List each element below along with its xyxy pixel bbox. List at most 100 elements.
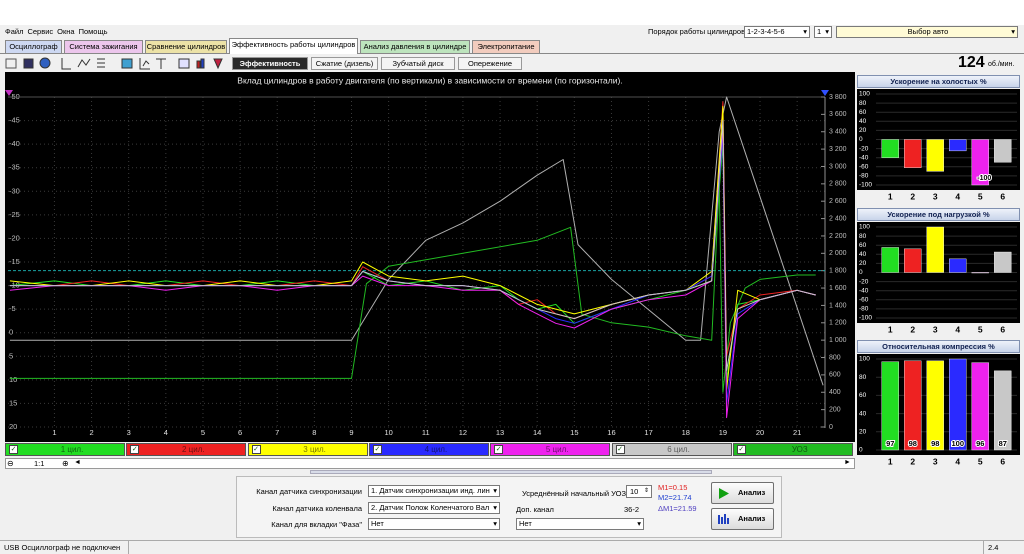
series-line bbox=[9, 96, 824, 386]
x-tick-label: 6 bbox=[1000, 324, 1005, 334]
scroll-left[interactable]: ◄ bbox=[74, 459, 81, 466]
data-label: 96 bbox=[976, 439, 984, 448]
legend-checkbox[interactable]: ✓ bbox=[130, 445, 140, 454]
y-tick-label: 60 bbox=[859, 109, 867, 116]
bar bbox=[994, 251, 1012, 273]
legend-button[interactable]: ✓ 4 цил. bbox=[368, 443, 489, 456]
y2-tick-label: 2 600 bbox=[829, 198, 847, 205]
legend-checkbox[interactable]: ✓ bbox=[494, 445, 504, 454]
x-tick-label: 5 bbox=[978, 456, 983, 466]
legend-label: УОЗ bbox=[791, 445, 808, 454]
legend-button[interactable]: ✓ 6 цил. bbox=[611, 443, 732, 456]
car-select[interactable]: Выбор авто bbox=[836, 26, 1018, 38]
main-chart: Вклад цилиндров в работу двигателя (по в… bbox=[5, 72, 855, 442]
bar bbox=[881, 361, 899, 451]
y-tick-label: 10 bbox=[9, 375, 17, 384]
panel-title: Относительная компрессия % bbox=[857, 340, 1020, 353]
legend-checkbox[interactable]: ✓ bbox=[615, 445, 625, 454]
extra-select[interactable]: Нет bbox=[516, 518, 644, 530]
tab[interactable]: Сравнение цилиндров bbox=[145, 40, 227, 53]
y-tick-label: 80 bbox=[859, 374, 867, 381]
y2-tick-label: 200 bbox=[829, 406, 841, 413]
legend-button[interactable]: ✓ 1 цил. bbox=[5, 443, 125, 456]
legend-checkbox[interactable]: ✓ bbox=[736, 445, 746, 454]
subtab[interactable]: Эффективность bbox=[232, 57, 308, 70]
legend-label: 5 цил. bbox=[545, 445, 569, 454]
y2-tick-label: 3 400 bbox=[829, 129, 847, 136]
cylinder-select[interactable]: 1 bbox=[814, 26, 832, 38]
y-tick-label: -40 bbox=[9, 139, 20, 148]
x-tick-label: 12 bbox=[459, 428, 467, 437]
crank-select[interactable]: 2. Датчик Полож Коленчатого Вал bbox=[368, 502, 500, 514]
y-tick-label: -80 bbox=[859, 173, 869, 180]
y2-tick-label: 2 800 bbox=[829, 181, 847, 188]
y-tick-label: 0 bbox=[859, 136, 863, 143]
zoom-in[interactable]: ⊕ bbox=[62, 459, 69, 468]
scroll-right[interactable]: ► bbox=[844, 459, 851, 466]
x-tick-label: 3 bbox=[933, 324, 938, 334]
subtab[interactable]: Опережение bbox=[458, 57, 522, 70]
legend-button[interactable]: ✓ 3 цил. bbox=[247, 443, 368, 456]
y2-tick-label: 1 800 bbox=[829, 268, 847, 275]
y2-tick-label: 2 000 bbox=[829, 250, 847, 257]
legend-button[interactable]: ✓ 2 цил. bbox=[126, 443, 247, 456]
x-tick-label: 13 bbox=[496, 428, 504, 437]
phase-label: Канал для вкладки "Фаза" bbox=[271, 520, 362, 529]
legend-button[interactable]: ✓ 5 цил. bbox=[490, 443, 611, 456]
m1: M1=0.15 bbox=[658, 483, 688, 492]
y-tick-label: -35 bbox=[9, 163, 20, 172]
y-tick-label: 20 bbox=[859, 127, 867, 134]
splitter[interactable] bbox=[310, 470, 712, 474]
x-tick-label: 3 bbox=[933, 456, 938, 466]
status-bar: USB Осциллограф не подключен 2.4 bbox=[0, 540, 1024, 554]
bar bbox=[994, 139, 1012, 163]
bar-chart-svg: 100 80 60 40 20 0 -20 -40 -60 -80 -100 1 2 3 4 5 6 bbox=[857, 222, 1020, 334]
firing-order-select[interactable]: 1-2-3-4-5-6 bbox=[744, 26, 810, 38]
sync-select[interactable]: 1. Датчик синхронизации инд. лин bbox=[368, 485, 500, 497]
rpm-value: 124 bbox=[958, 54, 985, 71]
y-tick-label: -100 bbox=[859, 182, 872, 189]
uoz-spinner[interactable]: 10 ⇕ bbox=[626, 485, 652, 498]
legend-checkbox[interactable]: ✓ bbox=[251, 445, 261, 454]
menu-item[interactable]: Окна bbox=[57, 27, 75, 36]
y-tick-label: 0 bbox=[859, 447, 863, 454]
version: 2.4 bbox=[988, 543, 999, 552]
y-tick-label: 40 bbox=[859, 410, 867, 417]
legend-button[interactable]: ✓ УОЗ bbox=[732, 443, 853, 456]
legend-checkbox[interactable]: ✓ bbox=[372, 445, 382, 454]
y-tick-label: -20 bbox=[859, 145, 869, 152]
y2-tick-label: 400 bbox=[829, 389, 841, 396]
y-tick-label: 100 bbox=[859, 356, 870, 363]
legend-checkbox[interactable]: ✓ bbox=[9, 445, 18, 454]
rpm-unit: об./мин. bbox=[988, 61, 1015, 68]
phase-select[interactable]: Нет bbox=[368, 518, 500, 530]
menu-item[interactable]: Сервис bbox=[27, 27, 54, 36]
y-tick-label: 100 bbox=[859, 91, 870, 98]
x-tick-label: 1 bbox=[52, 428, 56, 437]
extra-info: 36-2 bbox=[624, 505, 640, 514]
y-tick-label: -30 bbox=[9, 186, 20, 195]
tab[interactable]: Электропитание bbox=[472, 40, 540, 53]
menu-item[interactable]: Файл bbox=[5, 27, 24, 36]
subtab[interactable]: Сжатие (дизель) bbox=[311, 57, 378, 70]
x-tick-label: 14 bbox=[533, 428, 541, 437]
x-tick-label: 21 bbox=[793, 428, 801, 437]
analyze-button[interactable]: Анализ bbox=[711, 482, 774, 504]
y-tick-label: 40 bbox=[859, 251, 867, 258]
zoom-out[interactable]: ⊖ bbox=[7, 459, 14, 468]
analyze-button-2[interactable]: Анализ bbox=[711, 508, 774, 530]
x-tick-label: 9 bbox=[349, 428, 353, 437]
subtab[interactable]: Зубчатый диск bbox=[381, 57, 455, 70]
legend-label: 1 цил. bbox=[60, 445, 84, 454]
x-tick-label: 2 bbox=[910, 456, 915, 466]
x-tick-label: 5 bbox=[978, 324, 983, 334]
analyze-icon bbox=[718, 514, 729, 524]
menu-item[interactable]: Помощь bbox=[78, 27, 108, 36]
tab[interactable]: Эффективность работы цилиндров bbox=[229, 38, 358, 54]
tab[interactable]: Осциллограф bbox=[5, 40, 62, 53]
spin-arrows[interactable]: ⇕ bbox=[643, 488, 649, 494]
tab[interactable]: Анализ давления в цилиндре bbox=[360, 40, 470, 53]
tab[interactable]: Система зажигания bbox=[64, 40, 143, 53]
uoz-value: 10 bbox=[630, 487, 639, 496]
series-line bbox=[9, 183, 816, 393]
